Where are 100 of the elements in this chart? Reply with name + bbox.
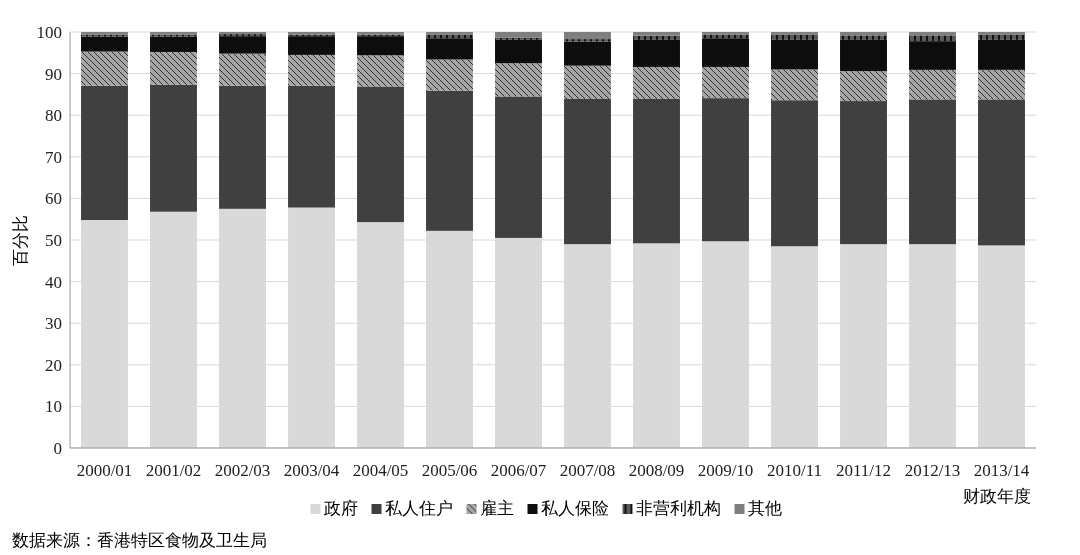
- x-tick-label: 2008/09: [628, 461, 685, 480]
- bar: [150, 36, 197, 52]
- bar: [495, 37, 542, 40]
- bar: [702, 38, 749, 67]
- bar: [978, 39, 1025, 70]
- y-tick-label: 60: [45, 189, 62, 209]
- bar: [150, 84, 197, 212]
- bar: [288, 54, 335, 86]
- x-tick-label: 2012/13: [904, 461, 961, 480]
- bar: [357, 55, 404, 87]
- legend-label: 政府: [323, 499, 358, 518]
- bar: [426, 32, 473, 35]
- bar: [288, 207, 335, 448]
- y-axis-title: 百分比: [11, 214, 30, 266]
- y-tick-label: 40: [45, 272, 62, 292]
- bar: [288, 85, 335, 208]
- bar: [771, 100, 818, 247]
- bar: [81, 220, 128, 448]
- bar: [495, 32, 542, 38]
- bar: [978, 69, 1025, 100]
- bar: [219, 36, 266, 54]
- bar: [564, 39, 611, 42]
- legend-label: 雇主: [479, 499, 514, 518]
- x-tick-label: 2011/12: [835, 461, 892, 480]
- bar: [288, 36, 335, 55]
- bar: [702, 98, 749, 242]
- bar: [771, 32, 818, 35]
- bar: [357, 36, 404, 56]
- bar: [219, 208, 266, 448]
- bar: [909, 35, 956, 42]
- bar: [150, 51, 197, 85]
- bar: [81, 85, 128, 221]
- bar: [909, 32, 956, 36]
- bar: [978, 34, 1025, 40]
- y-tick-label: 50: [45, 231, 62, 250]
- bar: [426, 38, 473, 60]
- bar: [840, 71, 887, 102]
- bar: [909, 41, 956, 70]
- y-tick-label: 30: [45, 314, 62, 334]
- bar: [564, 244, 611, 448]
- bar: [840, 32, 887, 36]
- x-axis-title: 财政年度: [963, 487, 1031, 506]
- bar: [909, 99, 956, 245]
- bar: [81, 36, 128, 52]
- bar: [840, 244, 887, 448]
- x-tick-label: 2002/03: [214, 461, 271, 480]
- bar: [771, 39, 818, 70]
- x-tick-label: 2003/04: [283, 461, 340, 480]
- bar: [426, 90, 473, 231]
- bar: [495, 39, 542, 64]
- bar: [495, 96, 542, 238]
- bar: [978, 32, 1025, 35]
- bar: [771, 69, 818, 101]
- y-tick-label: 10: [45, 397, 62, 417]
- bar: [426, 59, 473, 91]
- x-tick-label: 2004/05: [352, 461, 409, 480]
- bar: [564, 41, 611, 66]
- bar: [978, 245, 1025, 448]
- bar: [840, 101, 887, 245]
- bar: [564, 32, 611, 40]
- bar: [633, 35, 680, 40]
- x-tick-label: 2006/07: [490, 461, 547, 480]
- y-tick-label: 90: [45, 64, 62, 84]
- bar: [909, 69, 956, 100]
- legend-label: 非营利机构: [635, 499, 721, 518]
- legend-label: 私人住户: [384, 499, 453, 518]
- bar: [150, 211, 197, 448]
- bar: [771, 34, 818, 40]
- bar: [702, 34, 749, 39]
- bar: [357, 86, 404, 223]
- bar: [81, 51, 128, 86]
- legend-label: 私人保险: [540, 499, 609, 518]
- y-tick-label: 0: [53, 439, 62, 458]
- bar: [633, 39, 680, 67]
- bar: [702, 241, 749, 448]
- bar: [426, 230, 473, 448]
- bar: [219, 85, 266, 209]
- y-tick-label: 70: [45, 147, 62, 167]
- x-tick-label: 2001/02: [145, 461, 202, 480]
- bar: [219, 53, 266, 86]
- y-tick-label: 20: [45, 355, 62, 375]
- bar: [357, 222, 404, 448]
- y-tick-label: 80: [45, 106, 62, 126]
- bar: [633, 32, 680, 36]
- bar: [771, 246, 818, 448]
- y-tick-label: 100: [36, 23, 62, 42]
- x-tick-label: 2005/06: [421, 461, 478, 480]
- x-tick-label: 2000/01: [76, 461, 133, 480]
- bar: [495, 237, 542, 448]
- bar: [909, 244, 956, 448]
- legend-label: 其他: [747, 499, 782, 518]
- x-tick-label: 2010/11: [766, 461, 823, 480]
- bar: [633, 243, 680, 448]
- bar: [840, 35, 887, 40]
- x-tick-label: 2009/10: [697, 461, 754, 480]
- bar: [495, 63, 542, 97]
- bar: [426, 34, 473, 39]
- bar: [702, 66, 749, 99]
- x-tick-label: 2007/08: [559, 461, 616, 480]
- source-note: 数据来源：香港特区食物及卫生局: [12, 531, 267, 550]
